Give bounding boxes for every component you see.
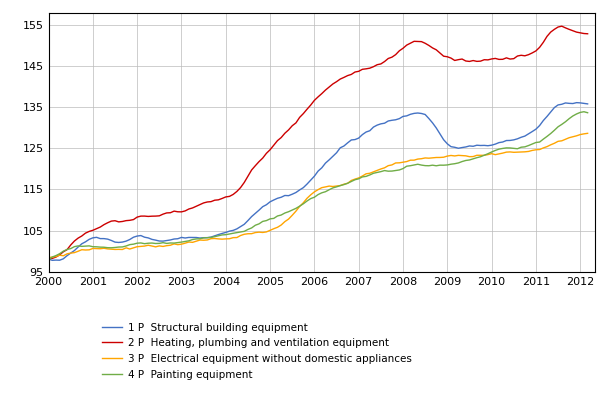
4 P  Painting equipment xyxy=(219,232,226,237)
2 P  Heating, plumbing and ventilation equipment xyxy=(45,256,52,261)
2 P  Heating, plumbing and ventilation equipment xyxy=(189,205,196,210)
2 P  Heating, plumbing and ventilation equipment xyxy=(418,39,425,44)
1 P  Structural building equipment xyxy=(466,143,473,148)
3 P  Electrical equipment without domestic appliances xyxy=(470,154,477,159)
3 P  Electrical equipment without domestic appliances xyxy=(341,182,348,187)
3 P  Electrical equipment without domestic appliances xyxy=(45,255,52,260)
1 P  Structural building equipment xyxy=(49,258,56,263)
2 P  Heating, plumbing and ventilation equipment xyxy=(219,196,226,201)
1 P  Structural building equipment xyxy=(573,100,580,105)
1 P  Structural building equipment xyxy=(192,235,200,240)
1 P  Structural building equipment xyxy=(344,140,351,145)
4 P  Painting equipment xyxy=(470,156,477,161)
2 P  Heating, plumbing and ventilation equipment xyxy=(462,59,469,64)
2 P  Heating, plumbing and ventilation equipment xyxy=(584,31,591,36)
3 P  Electrical equipment without domestic appliances xyxy=(462,153,469,158)
4 P  Painting equipment xyxy=(584,110,591,115)
2 P  Heating, plumbing and ventilation equipment xyxy=(470,58,477,63)
1 P  Structural building equipment xyxy=(222,230,229,235)
2 P  Heating, plumbing and ventilation equipment xyxy=(341,75,348,80)
Line: 2 P  Heating, plumbing and ventilation equipment: 2 P Heating, plumbing and ventilation eq… xyxy=(49,26,588,258)
4 P  Painting equipment xyxy=(45,257,52,263)
3 P  Electrical equipment without domestic appliances xyxy=(584,131,591,136)
1 P  Structural building equipment xyxy=(45,257,52,262)
4 P  Painting equipment xyxy=(462,158,469,163)
Line: 1 P  Structural building equipment: 1 P Structural building equipment xyxy=(49,103,588,260)
1 P  Structural building equipment xyxy=(473,143,481,148)
2 P  Heating, plumbing and ventilation equipment xyxy=(558,24,565,29)
3 P  Electrical equipment without domestic appliances xyxy=(418,156,425,161)
Legend: 1 P  Structural building equipment, 2 P  Heating, plumbing and ventilation equip: 1 P Structural building equipment, 2 P H… xyxy=(98,319,416,384)
4 P  Painting equipment xyxy=(418,163,425,168)
1 P  Structural building equipment xyxy=(421,112,429,117)
3 P  Electrical equipment without domestic appliances xyxy=(189,240,196,245)
4 P  Painting equipment xyxy=(580,109,588,114)
1 P  Structural building equipment xyxy=(584,102,591,107)
Line: 3 P  Electrical equipment without domestic appliances: 3 P Electrical equipment without domesti… xyxy=(49,133,588,257)
4 P  Painting equipment xyxy=(341,182,348,187)
3 P  Electrical equipment without domestic appliances xyxy=(219,237,226,242)
Line: 4 P  Painting equipment: 4 P Painting equipment xyxy=(49,112,588,260)
4 P  Painting equipment xyxy=(189,237,196,242)
